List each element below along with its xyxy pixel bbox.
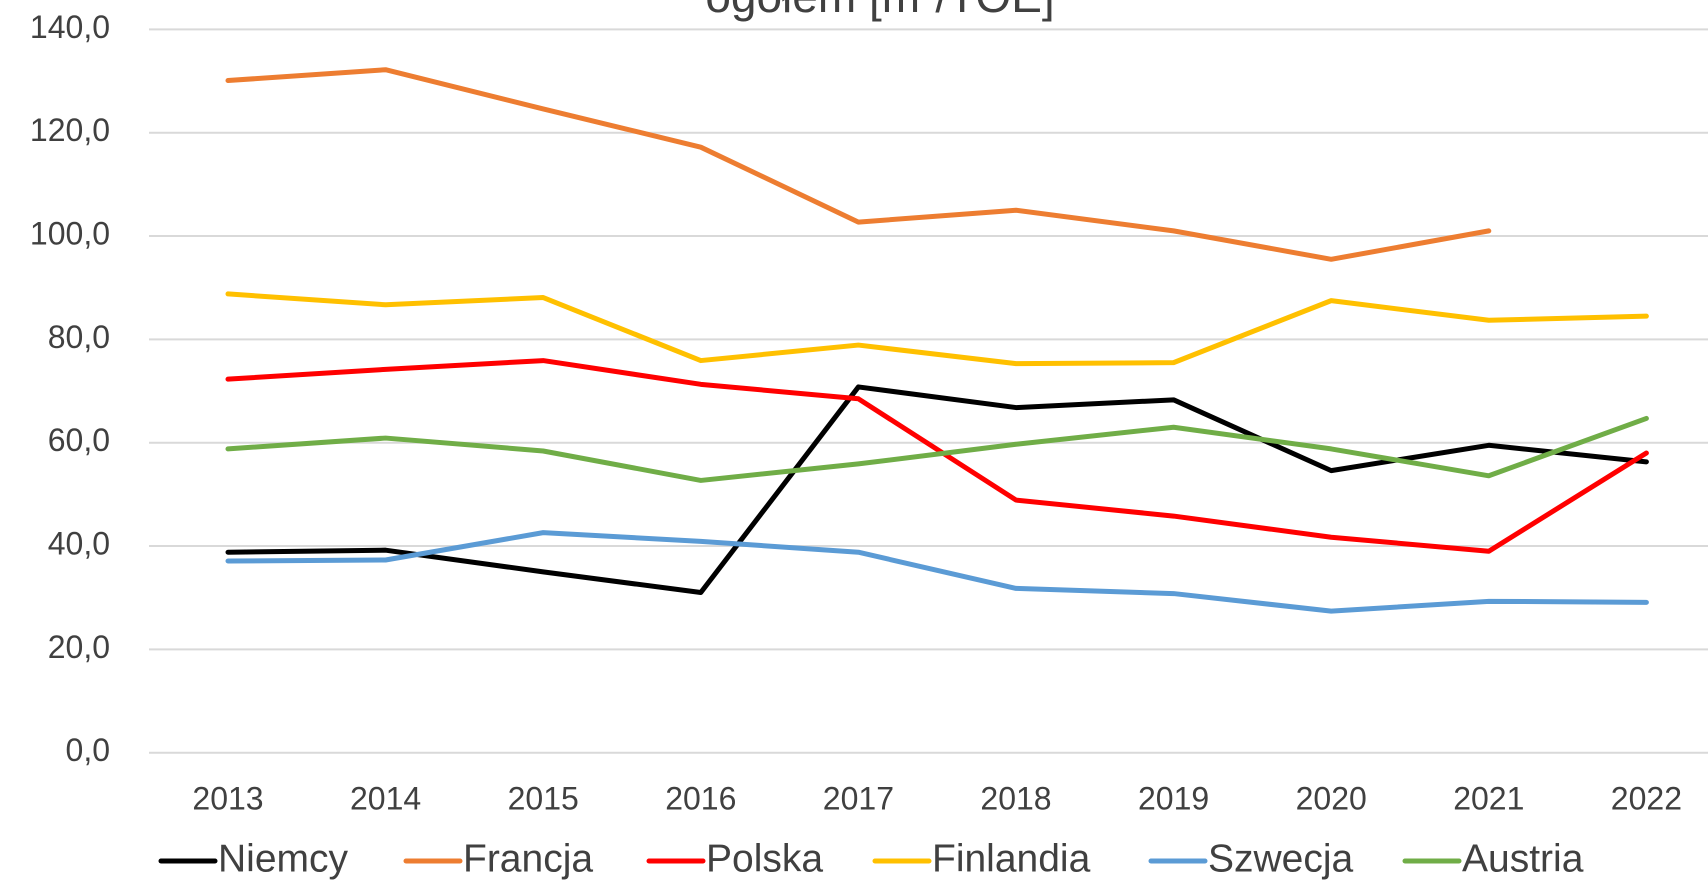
- legend-label: Francja: [463, 837, 593, 880]
- y-tick-label: 100,0: [30, 216, 110, 252]
- x-tick-label: 2018: [980, 780, 1051, 816]
- y-tick-label: 140,0: [30, 9, 110, 45]
- x-tick-label: 2016: [665, 780, 736, 816]
- series-line: [225, 530, 1649, 614]
- series-line: [225, 384, 1649, 596]
- x-tick-label: 2015: [508, 780, 579, 816]
- series-line: [225, 67, 1492, 262]
- legend-label: Finlandia: [932, 837, 1091, 880]
- series-line: [225, 358, 1649, 554]
- legend-label: Polska: [706, 837, 823, 880]
- x-tick-label: 2021: [1453, 780, 1524, 816]
- series-line: [225, 415, 1649, 483]
- y-tick-label: 40,0: [48, 525, 110, 561]
- y-tick-label: 20,0: [48, 629, 110, 665]
- x-tick-label: 2017: [823, 780, 894, 816]
- legend-label: Austria: [1462, 837, 1584, 880]
- y-tick-label: 80,0: [48, 319, 110, 355]
- chart-title: ogółem [m³/TOE]: [705, 0, 1054, 22]
- series-line: [225, 291, 1649, 367]
- y-tick-label: 0,0: [66, 732, 110, 768]
- x-tick-label: 2014: [350, 780, 421, 816]
- x-tick-label: 2019: [1138, 780, 1209, 816]
- x-tick-label: 2022: [1611, 780, 1682, 816]
- x-tick-label: 2020: [1296, 780, 1367, 816]
- legend-label: Szwecja: [1208, 837, 1354, 880]
- y-tick-label: 60,0: [48, 422, 110, 458]
- legend-label: Niemcy: [218, 837, 349, 880]
- y-tick-label: 120,0: [30, 112, 110, 148]
- x-tick-label: 2013: [192, 780, 263, 816]
